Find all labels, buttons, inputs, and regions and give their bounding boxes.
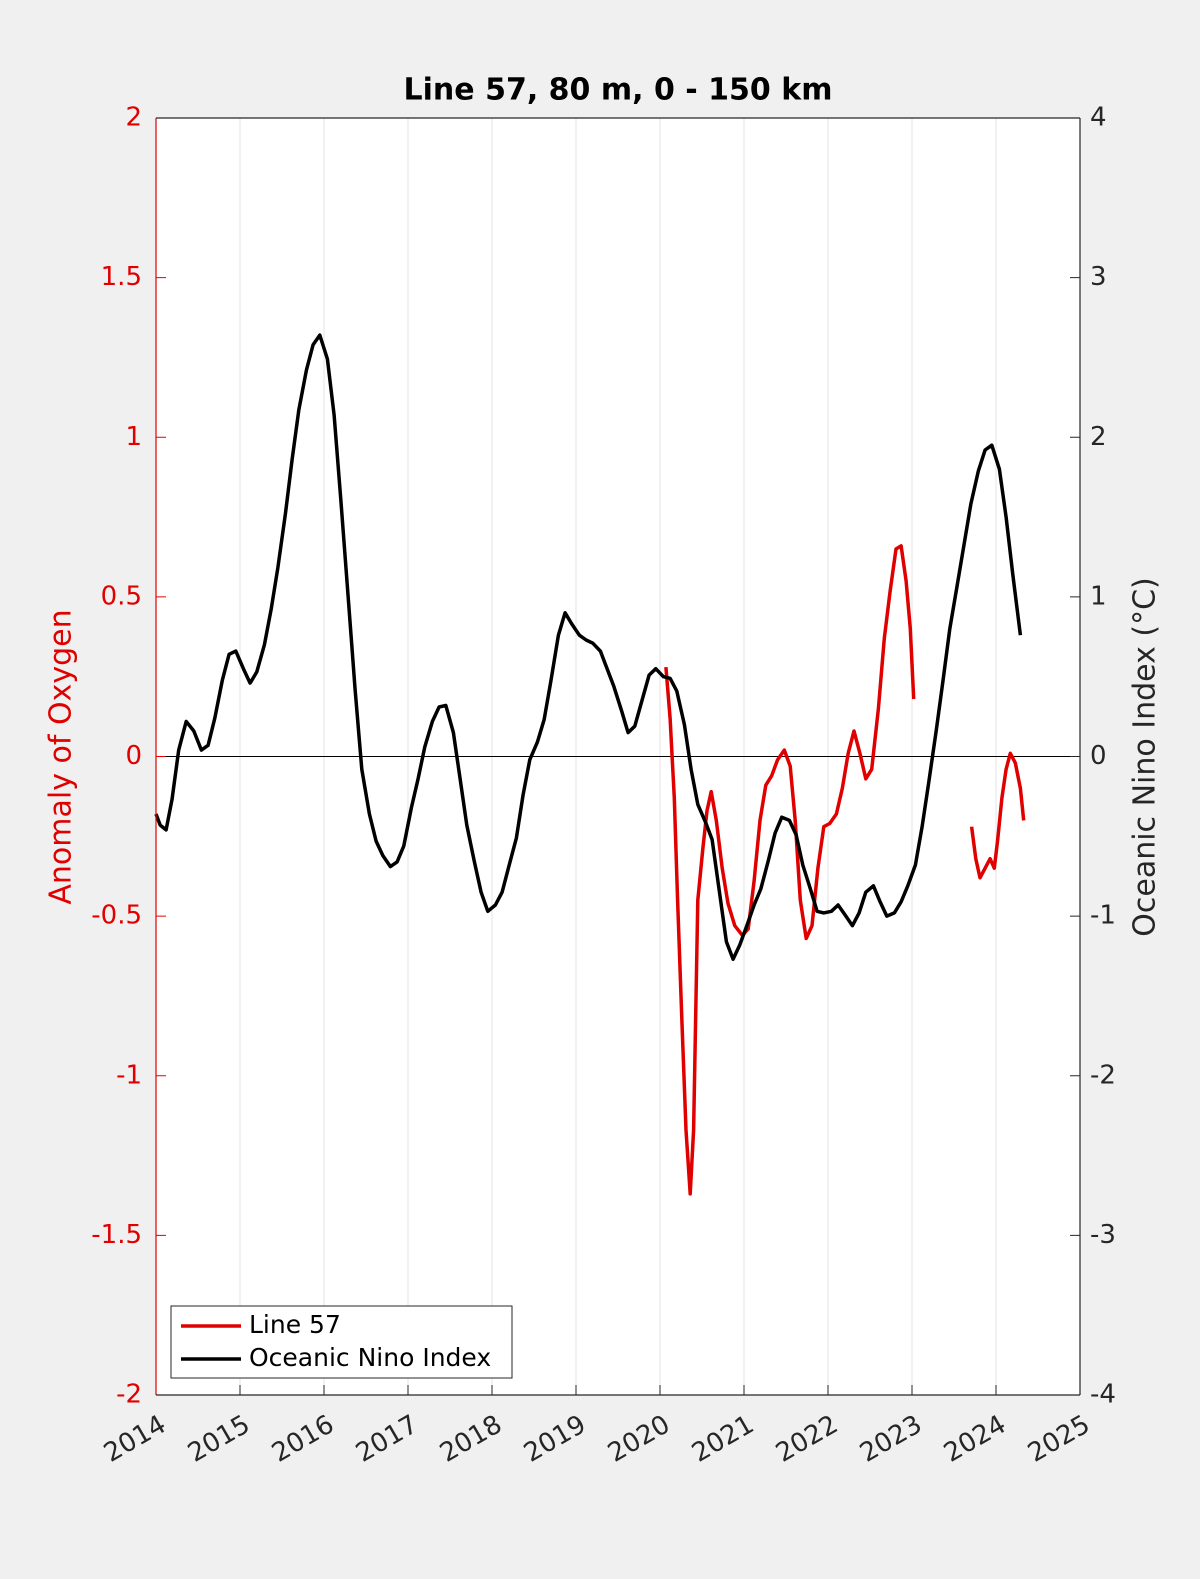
legend: Line 57 Oceanic Nino Index [170, 1305, 513, 1379]
lines [154, 333, 1026, 1196]
series-line [664, 544, 1026, 1196]
y-axis-label: Anomaly of Oxygen [44, 609, 79, 904]
y2-tick-label: -2 [1090, 1060, 1116, 1090]
y-tick-label: -1 [116, 1060, 142, 1090]
y-tick-label: -1.5 [91, 1220, 142, 1250]
y2-tick-label: 0 [1090, 741, 1107, 771]
y2-tick-label: -3 [1090, 1220, 1116, 1250]
y2-axis-label: Oceanic Nino Index (°C) [1128, 577, 1163, 937]
y2-tick-label: 2 [1090, 422, 1107, 452]
y2-tick-label: 4 [1090, 103, 1107, 133]
y2-tick-label: -4 [1090, 1380, 1116, 1410]
y-tick-label: 2 [125, 103, 142, 133]
y-tick-label: 0 [125, 741, 142, 771]
y-tick-label: 1.5 [101, 262, 142, 292]
chart-title: Line 57, 80 m, 0 - 150 km [404, 73, 833, 108]
y-tick-label: -2 [116, 1380, 142, 1410]
y-tick-label: 1 [125, 422, 142, 452]
series-line [154, 333, 1023, 961]
y-tick-label: 0.5 [101, 581, 142, 611]
legend-label: Line 57 [249, 1310, 341, 1339]
y2-tick-label: 3 [1090, 262, 1107, 292]
legend-box [170, 1305, 513, 1379]
y2-tick-label: 1 [1090, 581, 1107, 611]
y-tick-label: -0.5 [91, 901, 142, 931]
legend-label: Oceanic Nino Index [249, 1343, 491, 1372]
y2-tick-label: -1 [1090, 901, 1116, 931]
